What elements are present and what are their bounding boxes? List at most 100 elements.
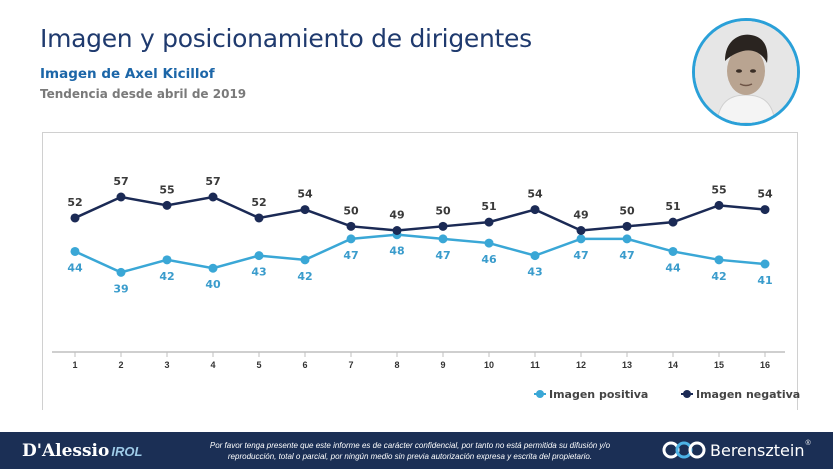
x-tick-label: 2: [118, 360, 123, 370]
data-label-negativa: 50: [619, 204, 635, 217]
data-label-negativa: 50: [343, 204, 359, 217]
chart-frame: [42, 132, 798, 410]
x-tick-label: 1: [72, 360, 77, 370]
legend-label: Imagen negativa: [696, 388, 800, 401]
data-label-negativa: 57: [113, 175, 128, 188]
data-point-negativa: [162, 200, 172, 210]
x-tick-label: 14: [668, 360, 678, 370]
x-tick-label: 15: [714, 360, 724, 370]
data-label-positiva: 46: [481, 253, 497, 266]
x-tick-label: 13: [622, 360, 632, 370]
data-point-positiva: [530, 251, 540, 261]
data-label-negativa: 52: [67, 196, 82, 209]
data-point-negativa: [392, 226, 402, 235]
data-point-positiva: [346, 234, 356, 244]
x-tick-label: 12: [576, 360, 586, 370]
data-label-positiva: 43: [527, 266, 542, 279]
x-tick-label: 9: [440, 360, 445, 370]
data-point-negativa: [346, 221, 356, 231]
x-tick-label: 3: [164, 360, 169, 370]
legend-swatch-marker: [536, 390, 544, 398]
data-label-positiva: 47: [573, 249, 588, 262]
data-point-positiva: [116, 267, 126, 277]
x-tick-label: 4: [210, 360, 215, 370]
confidentiality-disclaimer: Por favor tenga presente que este inform…: [209, 441, 611, 461]
x-tick-label: 8: [394, 360, 399, 370]
berensztein-logo: Berensztein ®: [662, 440, 811, 460]
data-label-negativa: 51: [481, 200, 496, 213]
data-point-negativa: [622, 221, 632, 231]
data-point-positiva: [484, 238, 494, 248]
data-point-positiva: [668, 246, 678, 256]
data-point-positiva: [300, 255, 310, 265]
data-point-positiva: [208, 263, 218, 273]
dalessio-logo-text: D'Alessio: [22, 441, 110, 461]
irol-logo-text: IROL: [111, 444, 143, 459]
data-label-positiva: 40: [205, 278, 221, 291]
data-point-positiva: [162, 255, 172, 265]
data-label-positiva: 47: [343, 249, 358, 262]
x-tick-label: 10: [484, 360, 494, 370]
data-point-negativa: [530, 205, 540, 215]
footer-bar: D'Alessio IROL Por favor tenga presente q…: [0, 432, 833, 469]
data-label-positiva: 47: [619, 249, 634, 262]
data-point-negativa: [576, 226, 586, 235]
data-label-negativa: 49: [573, 209, 588, 222]
data-label-positiva: 48: [389, 245, 404, 258]
legend-swatch-marker: [683, 390, 691, 398]
x-tick-label: 11: [530, 360, 540, 370]
data-point-positiva: [622, 234, 632, 244]
series-line-negativa: [74, 195, 766, 232]
data-label-negativa: 54: [527, 188, 543, 201]
x-tick-label: 5: [256, 360, 261, 370]
data-label-positiva: 42: [297, 270, 312, 283]
data-point-positiva: [254, 251, 264, 261]
data-point-negativa: [254, 213, 264, 223]
x-tick-label: 6: [302, 360, 307, 370]
data-label-positiva: 42: [159, 270, 174, 283]
data-point-negativa: [760, 205, 770, 215]
legend-label: Imagen positiva: [549, 388, 648, 401]
data-label-negativa: 55: [159, 183, 174, 196]
data-label-negativa: 52: [251, 196, 266, 209]
x-tick-label: 16: [760, 360, 770, 370]
data-label-positiva: 39: [113, 282, 128, 295]
dalessio-logo: D'Alessio IROL: [22, 441, 142, 461]
data-point-negativa: [438, 221, 448, 231]
data-point-negativa: [70, 213, 80, 223]
trend-note: Tendencia desde abril de 2019: [40, 87, 247, 101]
data-point-negativa: [668, 217, 678, 227]
data-label-positiva: 43: [251, 266, 266, 279]
data-label-positiva: 42: [711, 270, 726, 283]
data-label-positiva: 44: [67, 261, 83, 274]
data-point-positiva: [576, 234, 586, 244]
registered-mark: ®: [805, 440, 811, 447]
data-label-negativa: 55: [711, 183, 726, 196]
page-title: Imagen y posicionamiento de dirigentes: [40, 24, 532, 53]
data-label-positiva: 47: [435, 249, 450, 262]
data-label-positiva: 44: [665, 261, 681, 274]
data-point-negativa: [484, 217, 494, 227]
chart-subtitle: Imagen de Axel Kicillof: [40, 66, 215, 82]
x-tick-label: 7: [348, 360, 353, 370]
data-label-negativa: 54: [297, 188, 313, 201]
data-point-negativa: [300, 205, 310, 215]
data-label-negativa: 57: [205, 175, 220, 188]
data-point-positiva: [438, 234, 448, 244]
data-point-positiva: [760, 259, 770, 269]
data-point-negativa: [208, 192, 218, 202]
data-label-negativa: 49: [389, 209, 404, 222]
data-point-negativa: [714, 200, 724, 210]
data-point-negativa: [116, 192, 126, 202]
data-point-positiva: [70, 246, 80, 256]
portrait-photo: [692, 18, 800, 126]
berensztein-mark-icon: [662, 441, 706, 459]
data-label-negativa: 51: [665, 200, 680, 213]
series-line-positiva: [74, 233, 766, 274]
data-point-positiva: [714, 255, 724, 265]
data-label-negativa: 54: [757, 188, 773, 201]
data-label-positiva: 41: [757, 274, 772, 287]
berensztein-logo-text: Berensztein: [710, 440, 805, 460]
data-label-negativa: 50: [435, 204, 451, 217]
